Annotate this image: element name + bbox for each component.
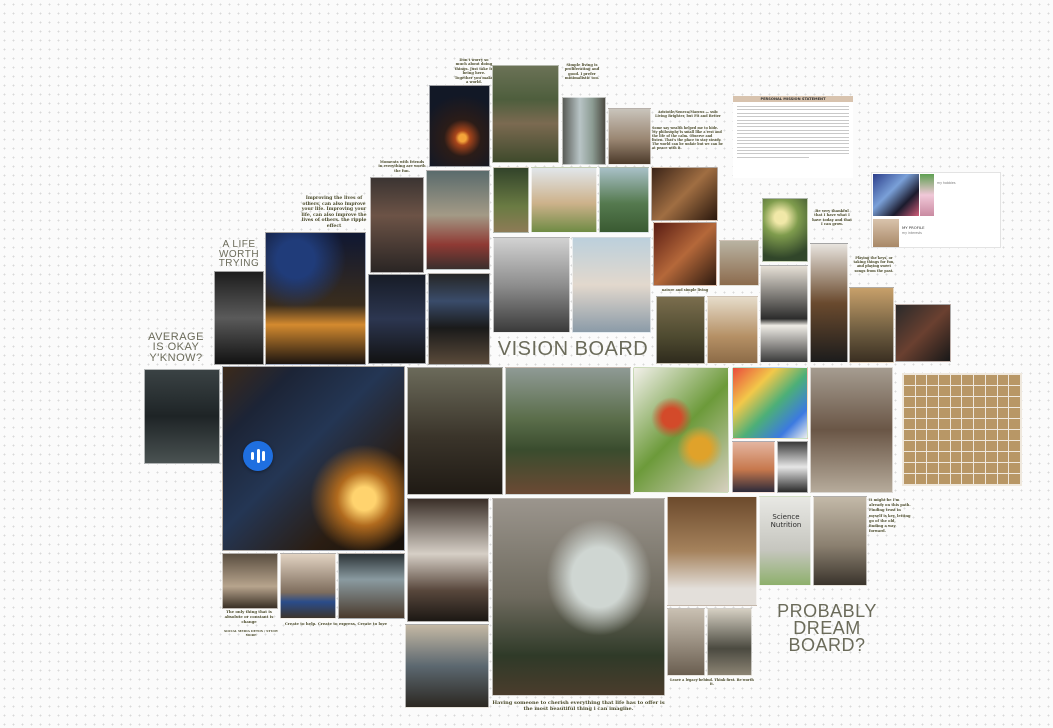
- caption-memories: Moments with friends in everything are w…: [378, 160, 426, 173]
- photo-vinyl-player[interactable]: [214, 271, 264, 365]
- photo-sunset-lake[interactable]: [732, 441, 775, 493]
- profile-card[interactable]: MY PROFILE my interests my hobbies: [871, 172, 1001, 248]
- caption-create: Create to help. Create to express. Creat…: [284, 621, 388, 626]
- photo-philosopher-painting[interactable]: [651, 167, 718, 221]
- photo-tiny-house[interactable]: [531, 167, 597, 233]
- photo-hillside[interactable]: [719, 240, 759, 286]
- audio-wave-icon[interactable]: [243, 441, 273, 471]
- photo-friends-playing[interactable]: [426, 170, 490, 270]
- photo-night-bikes[interactable]: [265, 232, 366, 365]
- photo-morning-sun-forest[interactable]: [762, 198, 808, 262]
- photo-couple-stroll[interactable]: [707, 608, 752, 676]
- photo-guitar-gear[interactable]: [895, 304, 951, 362]
- caption-leave-behind: Leave a legacy behind. Think first. Be w…: [670, 678, 754, 687]
- caption-simple-living: Simple living is proliferating and good.…: [564, 63, 600, 81]
- photo-home-office[interactable]: [338, 553, 405, 619]
- caption-nature-life: nature and simple living: [661, 288, 709, 292]
- photo-flowers-dark[interactable]: [777, 441, 808, 493]
- document-heading: PERSONAL MISSION STATEMENT: [760, 97, 826, 101]
- caption-stoic-quote: Aristotle/Seneca/Marcus — sub: Living Br…: [655, 110, 721, 119]
- habit-grid-board[interactable]: [902, 373, 1022, 486]
- photo-elderly-couple[interactable]: [493, 237, 570, 333]
- profile-name: MY PROFILE: [902, 225, 925, 230]
- profile-line-2: my hobbies: [937, 181, 956, 185]
- photo-code-monitor[interactable]: [368, 274, 426, 364]
- photo-forest-path[interactable]: [493, 167, 529, 233]
- photo-coffee-window[interactable]: [407, 367, 503, 495]
- caption-top-small: Don't worry so much about doing things. …: [454, 58, 494, 85]
- caption-playing-piano: Playing the keys, or taking things for f…: [853, 256, 895, 273]
- caption-cherish: Having someone to cherish everything tha…: [492, 700, 665, 713]
- caption-stoic-body: Some say wealth helped me to hide. My ph…: [652, 126, 723, 151]
- photo-anime-couple[interactable]: [572, 237, 651, 333]
- caption-might-believe: It might be I'm already on this path. Fi…: [869, 498, 911, 534]
- photo-couple-walking[interactable]: [849, 287, 894, 363]
- photo-tea-table-dog[interactable]: [667, 496, 757, 606]
- photo-couple-studying[interactable]: [492, 498, 665, 696]
- book-title: Science Nutrition: [770, 513, 802, 529]
- profile-line-1: my interests: [902, 231, 922, 235]
- mission-statement-document[interactable]: PERSONAL MISSION STATEMENT: [733, 96, 853, 178]
- photo-fruits-vegetables[interactable]: [633, 367, 729, 493]
- photo-desk-plants[interactable]: [222, 553, 278, 609]
- photo-anatomy-wall[interactable]: [280, 553, 336, 619]
- photo-desk-setup[interactable]: [428, 273, 490, 365]
- profile-image-grid: [873, 174, 919, 216]
- photo-cabin-green[interactable]: [599, 167, 649, 233]
- photo-laptop-rain[interactable]: [144, 369, 220, 464]
- photo-classical-painting[interactable]: [653, 222, 717, 286]
- avatar: [873, 219, 899, 247]
- vision-board-title: VISION BOARD: [497, 338, 649, 360]
- photo-colorful-markers[interactable]: [732, 367, 808, 439]
- photo-bicycle-street[interactable]: [813, 496, 867, 586]
- photo-cards-game[interactable]: [667, 608, 705, 676]
- caption-improving-lives: Improving the lives of others, can also …: [301, 196, 367, 229]
- subtitle-average-is-okay: AVERAGE IS OKAY Y'KNOW?: [148, 331, 204, 364]
- photo-dog-plant[interactable]: [656, 296, 705, 364]
- caption-only-thing: The only thing that is absolute or const…: [224, 609, 274, 624]
- photo-piano[interactable]: [760, 265, 808, 363]
- photo-violin[interactable]: [810, 243, 848, 363]
- photo-couple-sofa[interactable]: [407, 498, 489, 622]
- photo-campfire[interactable]: [429, 85, 490, 167]
- photo-friends-dinner[interactable]: [370, 177, 424, 273]
- caption-footer-tiny: SOCIAL MEDIA DETOX / STUDY MORE: [224, 629, 278, 637]
- photo-balcony-coffee[interactable]: [505, 367, 631, 495]
- subtitle-probably-dream-board: PROBABLY DREAM BOARD?: [777, 601, 877, 656]
- photo-garden-patio[interactable]: [492, 65, 559, 163]
- photo-living-room[interactable]: [608, 108, 651, 165]
- caption-be-thankful: Be very thankful that I have what I have…: [812, 209, 852, 227]
- photo-window-seat[interactable]: [562, 97, 606, 165]
- photo-couple-board-game[interactable]: [810, 367, 893, 493]
- photo-journal-coffee[interactable]: [707, 296, 758, 364]
- subtitle-a-life-worth-trying: A LIFE WORTH TRYING: [218, 239, 260, 269]
- photo-science-book[interactable]: Science Nutrition: [759, 496, 811, 586]
- profile-image-pink: [920, 174, 934, 216]
- photo-sea-couple[interactable]: [405, 624, 489, 708]
